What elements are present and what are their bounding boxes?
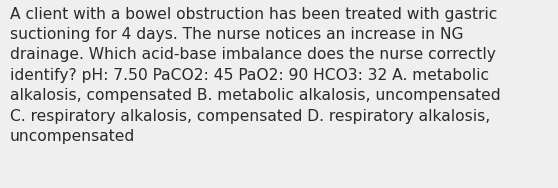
Text: A client with a bowel obstruction has been treated with gastric
suctioning for 4: A client with a bowel obstruction has be…: [10, 7, 501, 144]
